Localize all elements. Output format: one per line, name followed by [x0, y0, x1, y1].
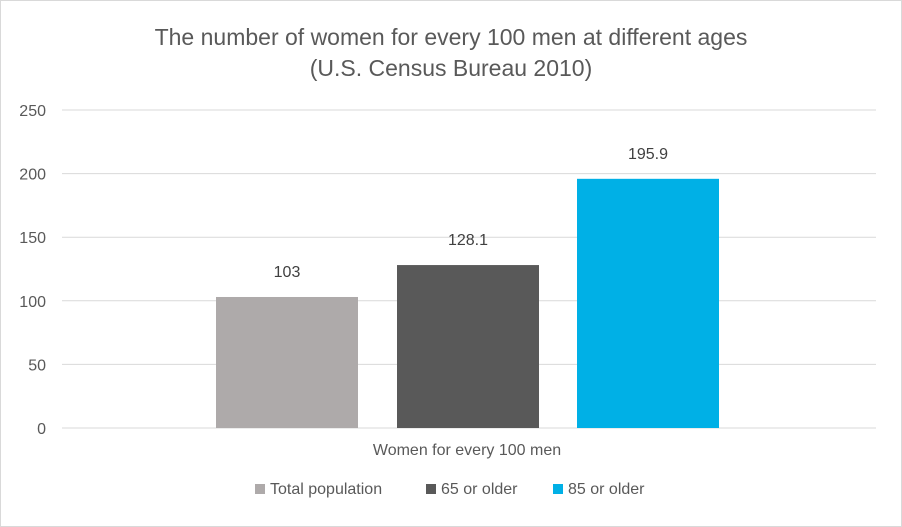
legend: Total population 65 or older 85 or older	[255, 481, 645, 498]
data-labels: 103 128.1 195.9	[274, 146, 668, 281]
y-tick-label-250: 250	[19, 103, 46, 120]
bars	[216, 178, 719, 428]
y-tick-label-150: 150	[19, 230, 46, 247]
y-axis-ticks: 0 50 100 150 200 250	[19, 103, 46, 438]
legend-label-1: Total population	[270, 481, 382, 498]
bar-2	[397, 265, 539, 428]
data-label-2: 128.1	[448, 232, 488, 249]
y-tick-label-0: 0	[37, 421, 46, 438]
data-label-3: 195.9	[628, 146, 668, 163]
bar-1	[216, 296, 358, 428]
legend-swatch-3	[553, 484, 563, 494]
bar-3	[577, 178, 719, 428]
y-tick-label-50: 50	[28, 357, 46, 374]
chart-subtitle: (U.S. Census Bureau 2010)	[310, 55, 593, 81]
data-label-1: 103	[274, 264, 301, 281]
legend-swatch-1	[255, 484, 265, 494]
chart-title: The number of women for every 100 men at…	[155, 24, 748, 50]
y-tick-label-100: 100	[19, 294, 46, 311]
y-tick-label-200: 200	[19, 167, 46, 184]
gridlines	[62, 109, 876, 429]
legend-label-3: 85 or older	[568, 481, 645, 498]
legend-label-2: 65 or older	[441, 481, 518, 498]
legend-swatch-2	[426, 484, 436, 494]
x-category-label: Women for every 100 men	[373, 442, 561, 459]
